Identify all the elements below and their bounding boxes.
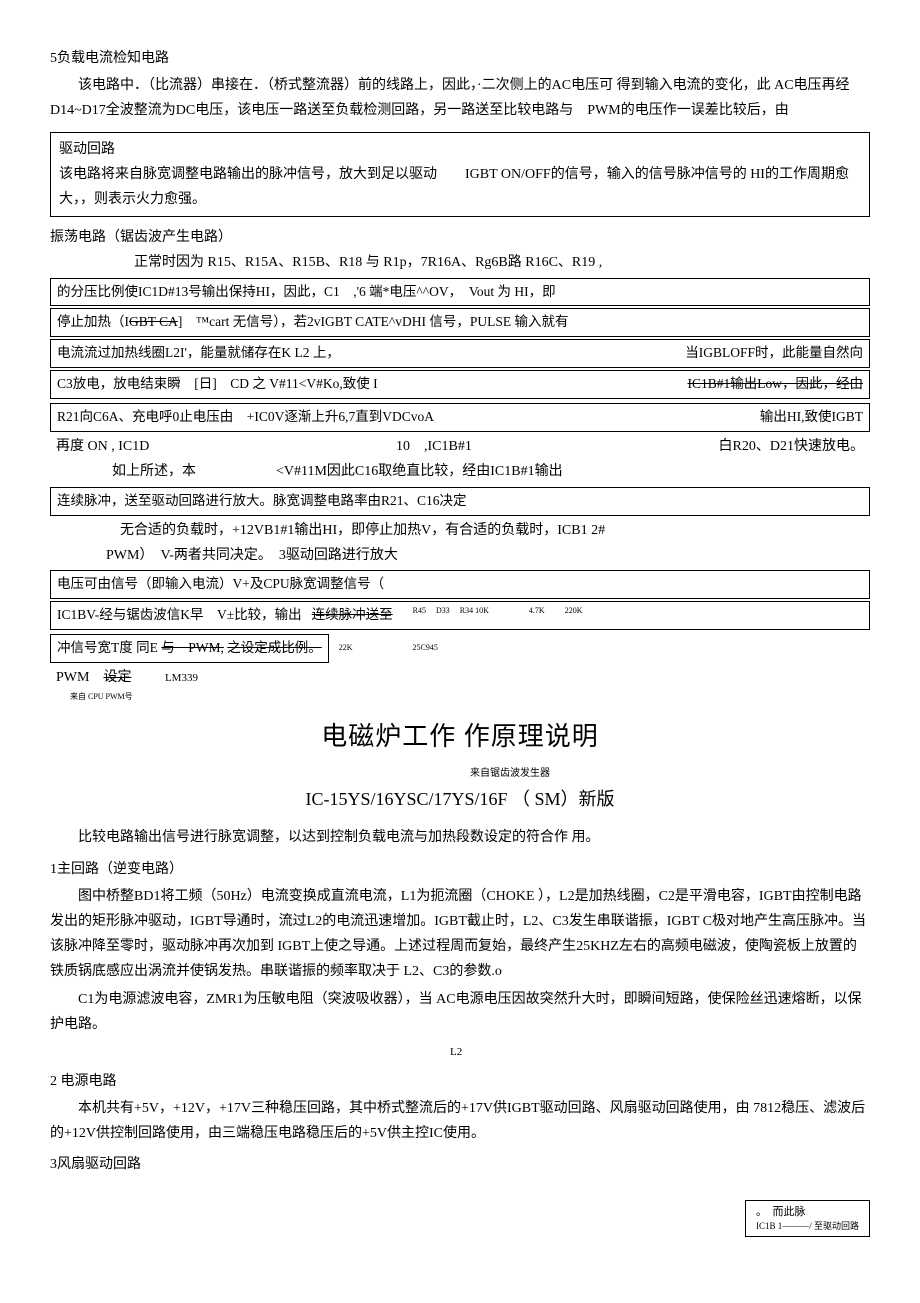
section5-title: 5负载电流检知电路 (50, 46, 870, 71)
footer-box-b: IC1B 1———/ 至驱动回路 (756, 1220, 859, 1233)
pwm-set: 设定 (103, 670, 131, 685)
strip-p3: 冲信号宽T度 同E 与 PWM, 之设定成比例。 (50, 634, 329, 663)
parts-f: 25C945 (413, 641, 438, 655)
section3-title: 3风扇驱动回路 (50, 1152, 870, 1177)
strip-p2: IC1BV-经与锯齿波信K早 V±比较，输出 连续脉冲送至 R45 D33 R3… (50, 601, 870, 630)
strip-p3c: 之设定成比例。 (227, 640, 322, 655)
line-6: 再度 ON , IC1D 10 ,IC1B#1 白R20、D21快速放电。 (50, 434, 870, 459)
footer-box-a: 。 而此脉 (756, 1205, 859, 1220)
section1-title: 1主回路（逆变电路） (50, 857, 870, 882)
section2-title: 2 电源电路 (50, 1069, 870, 1094)
strip-2d: ，若2vIGBT CATE^vDHI 信号，PULSE 输入就有 (280, 314, 568, 329)
strip-2b: GBT CA (129, 314, 178, 329)
line-7a: 如上所述，本 (56, 459, 196, 484)
section5-p1: 该电路中．（比流器）串接在．（桥式整流器）前的线路上，因此，·二次侧上的AC电压… (50, 73, 870, 123)
osc-title: 振荡电路（锯齿波产生电路） (50, 225, 870, 250)
strip-p4: PWM 设定 LM339 (50, 665, 204, 690)
strip-2: 停止加热（IGBT CA] ™cart 无信号），若2vIGBT CATE^vD… (50, 308, 870, 337)
strip-p4-row: PWM 设定 LM339 (50, 665, 870, 690)
strip-8-text: 连续脉冲，送至驱动回路进行放大。脉宽调整电路率由R21、C16决定 (57, 493, 467, 508)
strip-p1: 电压可由信号（即输入电流）V+及CPU脉宽调整信号（ (50, 570, 870, 599)
section2-p1: 本机共有+5V，+12V，+17V三种稳压回路，其中桥式整流后的+17V供IGB… (50, 1096, 870, 1146)
strip-8: 连续脉冲，送至驱动回路进行放大。脉宽调整电路率由R21、C16决定 (50, 487, 870, 516)
line-7b: <V#11M因此C16取绝直比较，经由IC1B#1输出 (276, 459, 563, 484)
strip-2a: 停止加热（I (57, 314, 129, 329)
strip-4b: IC1B#1输出Low，因此，经由 (688, 373, 864, 396)
line-6a: 再度 ON , IC1D (56, 434, 149, 459)
parts-h: 来自锯齿波发生器 (470, 765, 870, 783)
parts-a: R45 (413, 604, 426, 627)
osc-p1: 正常时因为 R15、R15A、R15B、R18 与 R1p，7R16A、Rg6B… (50, 250, 870, 275)
l2-label: L2 (450, 1043, 870, 1063)
sub-heading: IC-15YS/16YSC/17YS/16F （ SM）新版 (50, 783, 870, 815)
drive-box-text: 该电路将来自脉宽调整电路输出的脉冲信号，放大到足以驱动 IGBT ON/OFF的… (59, 162, 861, 212)
section1-p1: 图中桥整BD1将工频（50Hz）电流变换成直流电流，L1为扼流圈（CHOKE ）… (50, 884, 870, 985)
strip-p3-row: 冲信号宽T度 同E 与 PWM, 之设定成比例。 22K 25C945 (50, 632, 870, 665)
strip-2c: ] ™cart 无信号） (178, 314, 280, 329)
strip-p3b-label: 同E (136, 640, 158, 655)
line-6b: 10 ,IC1B#1 (396, 434, 472, 459)
strip-3b: 当IGBLOFF时，此能量自然向 (685, 342, 863, 365)
strip-4a: C3放电，放电结束瞬 [日] CD 之 V#11<V#Ko,致使 I (57, 373, 378, 396)
strip-5r: 输出HI,致使IGBT (754, 403, 870, 432)
pwm-label: PWM (56, 670, 103, 685)
parts-i: 来自 CPU PWM号 (50, 690, 870, 704)
parts-c: R34 10K (460, 604, 489, 627)
parts-d: 22K (339, 641, 353, 655)
strip-4: C3放电，放电结束瞬 [日] CD 之 V#11<V#Ko,致使 I IC1B#… (50, 370, 870, 399)
strip-p3b: 与 PWM, (161, 640, 224, 655)
drive-box-title: 驱动回路 (59, 137, 861, 162)
parts-b: D33 (436, 604, 450, 627)
section1-p2: C1为电源滤波电容，ZMR1为压敏电阻（突波吸收器），当 AC电源电压因故突然升… (50, 987, 870, 1037)
footer-box: 。 而此脉 IC1B 1———/ 至驱动回路 (745, 1200, 870, 1238)
strip-p2a: IC1BV-经与锯齿波信K早 V±比较，输出 (57, 604, 302, 627)
strip-p2b: 连续脉冲送至 (312, 604, 393, 627)
after-heading-p: 比较电路输出信号进行脉宽调整，以达到控制负载电流与加热段数设定的符合作 用。 (50, 825, 870, 850)
strip-3: 电流流过加热线圈L2I'，能量就储存在K L2 上， 当IGBLOFF时，此能量… (50, 339, 870, 368)
pwm-p2: PWM） V-两者共同决定。 3驱动回路进行放大 (50, 543, 870, 568)
pwm-p1: 无合适的负载时，+12VB1#1输出HI，即停止加热V，有合适的负载时，ICB1… (50, 518, 870, 543)
parts-e: 4.7K (529, 604, 545, 627)
lm339-label: LM339 (165, 672, 198, 684)
strip-3a: 电流流过加热线圈L2I'，能量就储存在K L2 上， (57, 342, 340, 365)
main-heading: 电磁炉工作 作原理说明 (50, 714, 870, 761)
strip-p3a: 冲信号宽T度 (57, 640, 133, 655)
parts-g: 220K (565, 604, 583, 627)
strip-5: R21向C6A、充电呼0止电压由 +IC0V逐渐上升6,7直到VDCvoA (50, 403, 754, 432)
drive-circuit-box: 驱动回路 该电路将来自脉宽调整电路输出的脉冲信号，放大到足以驱动 IGBT ON… (50, 132, 870, 218)
line-7: 如上所述，本 <V#11M因此C16取绝直比较，经由IC1B#1输出 (50, 459, 870, 484)
line-6c: 白R20、D21快速放电。 (719, 434, 864, 459)
strip-1: 的分压比例使IC1D#13号输出保持HI，因此，C1 ,'6 端*电压^^OV，… (50, 278, 870, 307)
